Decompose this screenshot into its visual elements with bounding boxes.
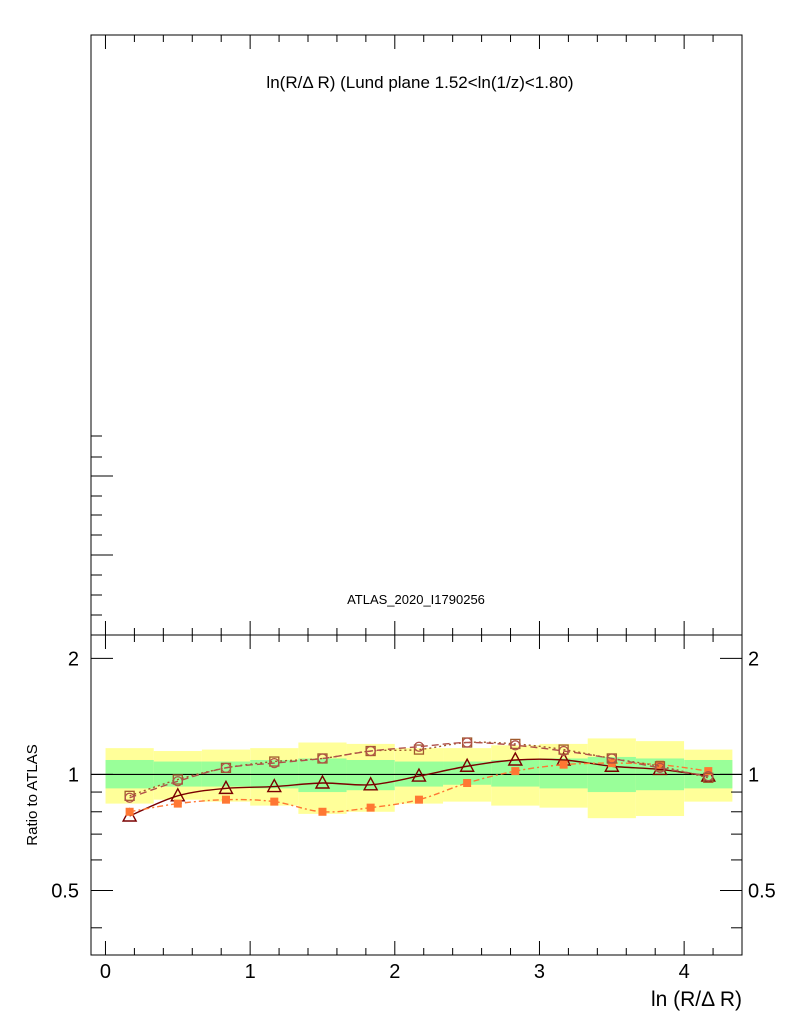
- series-3-point: [269, 757, 280, 769]
- series-0-point: [411, 767, 427, 782]
- y-tick-label-left: 1: [68, 764, 79, 786]
- x-tick-label: 4: [679, 961, 690, 983]
- series-1-point: [655, 760, 664, 769]
- series-3-point: [317, 753, 328, 764]
- ratio-series-group: [121, 737, 716, 822]
- y-tick-label-right: 2: [748, 648, 759, 670]
- band-inner-bin: [346, 759, 395, 791]
- series-1-point: [511, 767, 520, 776]
- series-1-point: [463, 779, 472, 788]
- series-0-point: [314, 774, 331, 789]
- series-1-point: [125, 807, 134, 816]
- ratio-panel-ticks: [91, 635, 743, 955]
- series-1-point: [414, 795, 423, 804]
- series-3-point: [510, 740, 521, 751]
- series-1-point: [318, 807, 327, 816]
- series-3-point: [220, 762, 232, 774]
- uncertainty-bands: [105, 738, 733, 819]
- series-0-point: [266, 778, 282, 793]
- series-3-line: [129, 741, 709, 799]
- y-tick-label-left: 2: [68, 648, 79, 670]
- x-tick-label: 3: [534, 961, 545, 983]
- y-tick-label-right: 0.5: [748, 880, 776, 902]
- main-panel-title: ln(R/Δ R) (Lund plane 1.52<ln(1/z)<1.80): [266, 73, 573, 92]
- main-panel-ticks: [91, 35, 743, 635]
- y-tick-label-left: 0.5: [51, 880, 79, 902]
- ratio-tick-labels: 0 1 2 3 4 0.5 0.5 1 1 2 2: [51, 648, 776, 983]
- series-3-point: [703, 770, 714, 782]
- series-3-point: [654, 762, 666, 774]
- y-axis-label: Ratio to ATLAS: [24, 744, 41, 845]
- series-0-point: [362, 776, 379, 791]
- analysis-annotation: ATLAS_2020_I1790256: [347, 592, 485, 607]
- series-1-point: [559, 760, 568, 769]
- series-0-point: [218, 779, 234, 795]
- series-1-point: [173, 799, 182, 808]
- x-tick-label: 2: [389, 961, 400, 983]
- series-3-point: [365, 745, 376, 757]
- series-3-point: [172, 776, 183, 787]
- y-tick-label-right: 1: [748, 764, 759, 786]
- series-1-point: [366, 803, 375, 812]
- series-1-point: [270, 797, 279, 806]
- series-3-point: [124, 792, 135, 803]
- series-2-point: [413, 744, 425, 755]
- series-0-point: [507, 751, 523, 766]
- series-0-point: [459, 757, 475, 772]
- series-3-point: [558, 745, 569, 757]
- series-3-point: [413, 741, 425, 752]
- x-tick-label: 1: [245, 961, 256, 983]
- series-3-point: [606, 753, 617, 764]
- x-axis-label: ln (R/Δ R): [651, 988, 742, 1011]
- ratio-panel-frame: [90, 634, 743, 956]
- series-1-point: [221, 795, 230, 804]
- main-panel-frame: [90, 34, 743, 636]
- series-3-point: [461, 737, 473, 748]
- x-tick-label: 0: [100, 961, 111, 983]
